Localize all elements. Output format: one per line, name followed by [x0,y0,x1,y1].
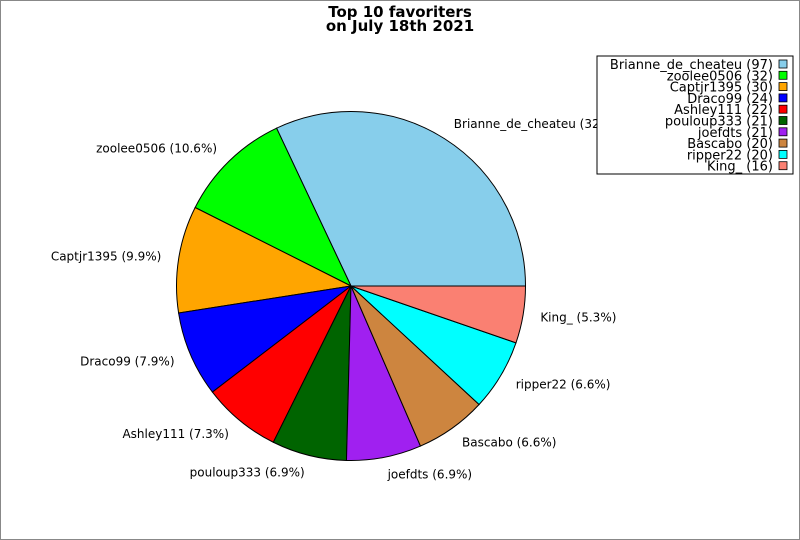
legend-swatch [778,138,788,148]
legend-swatch [778,59,788,69]
legend-box [596,55,794,175]
slice-label: joefdts (6.9%) [387,467,473,481]
slice-label: Ashley111 (7.3%) [122,427,228,441]
legend-swatch [778,70,788,80]
legend-entry: joefdts (21) [697,126,773,141]
legend-swatch [778,93,788,103]
legend-entry: zoolee0506 (32) [667,69,773,84]
slice-label: Captjr1395 (9.9%) [51,249,162,263]
slice-label: ripper22 (6.6%) [516,378,611,392]
slice-label: King_ (5.3%) [540,311,616,325]
slice-label: zoolee0506 (10.6%) [96,142,217,156]
legend-entry: King_ (16) [707,160,773,175]
legend-entry: Brianne_de_cheateu (97) [610,58,773,73]
legend-swatch [778,82,788,91]
pie-slice-zoolee0506 [194,127,353,288]
legend-entry: ripper22 (20) [687,148,773,163]
legend-swatch [778,149,788,159]
chart-title-line-1: Top 10 favoriters [328,3,472,21]
slice-label: pouloup333 (6.9%) [190,465,305,479]
legend-entry: Captjr1395 (30) [670,81,773,96]
legend-entry: pouloup333 (21) [665,115,773,130]
legend-entry: Bascabo (20) [687,137,773,152]
pie-slice-king- [350,285,527,344]
legend-swatch [778,116,788,125]
pie-slice-brianne-de-cheateu [275,111,527,287]
pie-slice-captjr1395 [176,206,353,314]
chart-title-line-2: on July 18th 2021 [326,17,474,35]
legend-swatch [778,104,788,114]
legend: Brianne_de_cheateu (97)zoolee0506 (32)Ca… [596,55,794,175]
slice-label: Draco99 (7.9%) [80,355,174,369]
legend-entry: Ashley111 (22) [674,103,773,118]
legend-swatch [778,127,788,137]
slice-label: Brianne_de_cheateu (32.0%) [454,117,627,131]
slice-label: Bascabo (6.6%) [462,436,556,450]
legend-swatch [778,161,788,171]
legend-entry: Draco99 (24) [687,92,773,107]
